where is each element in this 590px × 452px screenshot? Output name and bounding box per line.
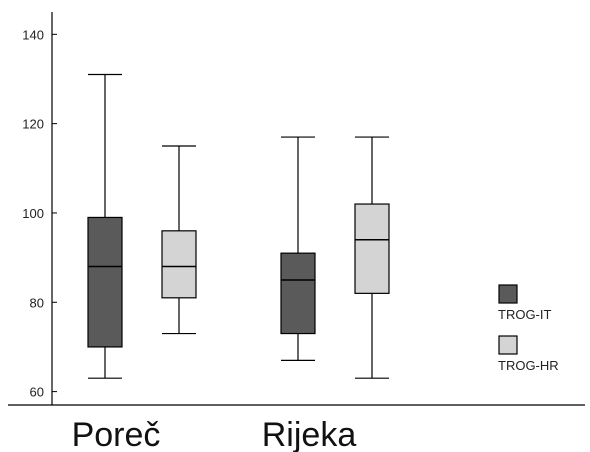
box-trog-hr-0 bbox=[161, 145, 197, 335]
y-tick-label-80: 80 bbox=[30, 295, 44, 310]
box-trog-it-0 bbox=[87, 73, 123, 379]
legend-label-trog-it: TROG-IT bbox=[498, 307, 551, 322]
y-tick-label-140: 140 bbox=[22, 27, 44, 42]
box-trog-it-1 bbox=[280, 136, 316, 361]
legend: TROG-IT TROG-HR bbox=[498, 284, 559, 373]
y-tick-label-120: 120 bbox=[22, 117, 44, 132]
category-label-1: Rijeka bbox=[262, 416, 357, 452]
legend-label-trog-hr: TROG-HR bbox=[498, 358, 559, 373]
iqr-box bbox=[354, 203, 390, 294]
y-tick-label-100: 100 bbox=[22, 206, 44, 221]
iqr-box bbox=[280, 252, 316, 335]
category-labels: Poreč Rijeka bbox=[72, 416, 357, 452]
y-tick-label-60: 60 bbox=[30, 385, 44, 400]
iqr-box bbox=[161, 230, 197, 299]
iqr-box bbox=[87, 216, 123, 348]
legend-swatch-trog-hr bbox=[498, 335, 518, 355]
box-trog-hr-1 bbox=[354, 136, 390, 379]
box-series bbox=[87, 73, 390, 379]
category-label-0: Poreč bbox=[72, 416, 161, 452]
legend-swatch-trog-it bbox=[498, 284, 518, 304]
y-axis-ticks: 60 80 100 120 140 bbox=[22, 27, 57, 400]
